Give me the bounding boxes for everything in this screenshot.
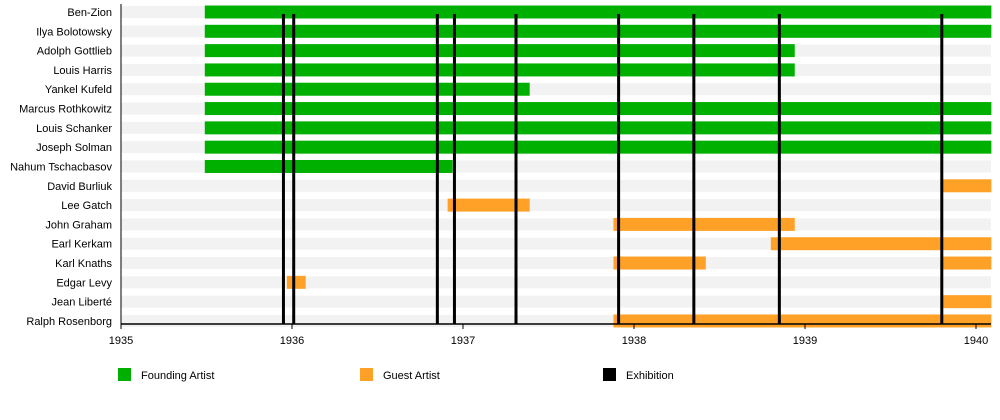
- row-label: Louis Schanker: [36, 123, 112, 135]
- founding-bar: [204, 63, 795, 77]
- row-label: Nahum Tschacbasov: [10, 161, 112, 173]
- legend-swatch-exhibition: [603, 368, 616, 381]
- guest-bar: [941, 256, 992, 270]
- founding-bar: [204, 44, 795, 58]
- row-stripe: [121, 276, 991, 289]
- legend-label: Founding Artist: [141, 370, 214, 382]
- row-stripe: [121, 199, 991, 212]
- guest-bar: [613, 256, 706, 270]
- guest-bar: [613, 314, 992, 328]
- row-label: Edgar Levy: [56, 277, 112, 289]
- legend-label: Exhibition: [626, 370, 674, 382]
- row-label: Louis Harris: [53, 65, 112, 77]
- founding-bar: [204, 82, 530, 96]
- row-label: David Burliuk: [47, 181, 112, 193]
- guest-bar: [447, 198, 530, 212]
- row-stripe: [121, 257, 991, 270]
- legend-label: Guest Artist: [383, 370, 440, 382]
- row-label: John Graham: [45, 219, 112, 231]
- guest-bar: [941, 295, 992, 309]
- row-label: Joseph Solman: [36, 142, 112, 154]
- row-label: Earl Kerkam: [51, 239, 112, 251]
- guest-bar: [613, 217, 795, 231]
- founding-bar: [204, 140, 992, 154]
- x-tick-label: 1940: [964, 335, 988, 347]
- row-label: Karl Knaths: [55, 258, 112, 270]
- guest-bar: [941, 179, 992, 193]
- row-stripe: [121, 179, 991, 192]
- guest-bar: [286, 275, 306, 289]
- row-label: Marcus Rothkowitz: [19, 104, 112, 116]
- x-tick-label: 1935: [109, 335, 133, 347]
- row-stripe: [121, 218, 991, 231]
- row-label: Jean Liberté: [51, 297, 112, 309]
- founding-bar: [204, 159, 453, 173]
- row-label: Ilya Bolotowsky: [36, 26, 112, 38]
- row-stripe: [121, 295, 991, 308]
- x-tick-label: 1937: [451, 335, 475, 347]
- row-label: Lee Gatch: [61, 200, 112, 212]
- row-label: Ralph Rosenborg: [26, 316, 112, 328]
- row-label: Yankel Kufeld: [45, 84, 112, 96]
- row-label: Adolph Gottlieb: [37, 46, 112, 58]
- legend-swatch-guest: [360, 368, 373, 381]
- guest-bar: [770, 237, 992, 251]
- founding-bar: [204, 24, 992, 38]
- x-tick-label: 1938: [622, 335, 646, 347]
- row-label: Ben-Zion: [67, 7, 112, 19]
- founding-bar: [204, 121, 992, 135]
- legend-swatch-founding: [118, 368, 131, 381]
- x-tick-label: 1936: [280, 335, 304, 347]
- founding-bar: [204, 102, 992, 116]
- x-tick-label: 1939: [793, 335, 817, 347]
- founding-bar: [204, 5, 992, 19]
